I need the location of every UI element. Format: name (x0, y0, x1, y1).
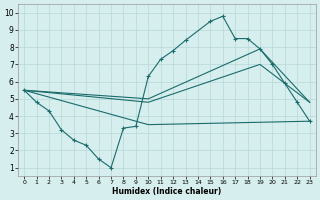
X-axis label: Humidex (Indice chaleur): Humidex (Indice chaleur) (112, 187, 221, 196)
